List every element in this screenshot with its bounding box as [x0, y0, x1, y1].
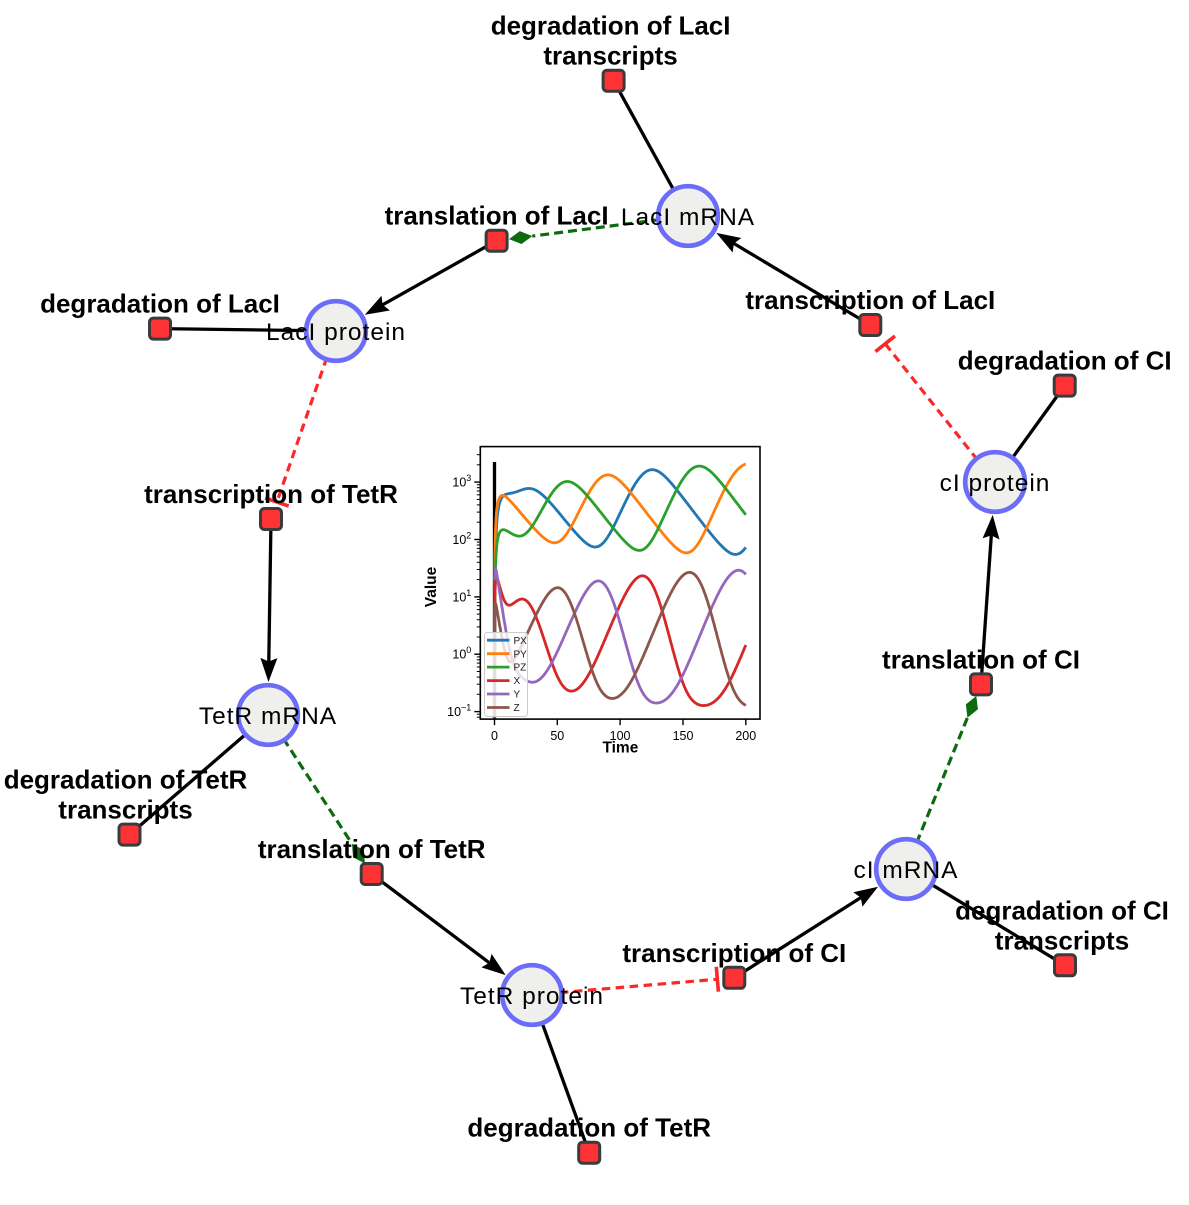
svg-text:X: X [514, 676, 521, 687]
svg-text:transcripts: transcripts [543, 41, 677, 71]
svg-text:Time: Time [602, 740, 638, 757]
svg-text:transcription of CI: transcription of CI [622, 938, 846, 968]
svg-text:PZ: PZ [514, 663, 527, 674]
svg-text:translation of LacI: translation of LacI [385, 201, 609, 231]
svg-text:degradation of TetR: degradation of TetR [467, 1113, 711, 1143]
svg-text:Z: Z [514, 703, 520, 714]
svg-text:transcription of TetR: transcription of TetR [144, 479, 398, 509]
svg-text:transcripts: transcripts [58, 795, 192, 825]
svg-text:translation of TetR: translation of TetR [258, 834, 486, 864]
svg-text:Y: Y [514, 690, 521, 701]
svg-text:cI protein: cI protein [940, 470, 1051, 497]
svg-text:PX: PX [514, 636, 528, 647]
svg-text:translation of CI: translation of CI [882, 644, 1080, 674]
svg-text:degradation of LacI: degradation of LacI [491, 11, 731, 41]
svg-text:degradation of TetR: degradation of TetR [4, 765, 248, 795]
svg-text:transcription of LacI: transcription of LacI [745, 285, 995, 315]
svg-text:150: 150 [673, 729, 694, 743]
svg-text:TetR protein: TetR protein [460, 983, 604, 1010]
svg-text:degradation of CI: degradation of CI [958, 346, 1172, 376]
svg-text:TetR mRNA: TetR mRNA [199, 703, 337, 730]
svg-text:degradation of CI: degradation of CI [955, 895, 1169, 925]
svg-text:degradation of LacI: degradation of LacI [40, 289, 280, 319]
svg-text:100: 100 [610, 729, 631, 743]
svg-text:cI mRNA: cI mRNA [854, 857, 959, 884]
svg-text:transcripts: transcripts [995, 925, 1129, 955]
svg-text:Value: Value [423, 566, 440, 607]
svg-text:LacI protein: LacI protein [266, 319, 406, 346]
svg-text:0: 0 [491, 729, 498, 743]
svg-text:200: 200 [735, 729, 756, 743]
svg-text:50: 50 [550, 729, 564, 743]
svg-text:LacI mRNA: LacI mRNA [621, 204, 755, 231]
svg-text:PY: PY [514, 649, 528, 660]
